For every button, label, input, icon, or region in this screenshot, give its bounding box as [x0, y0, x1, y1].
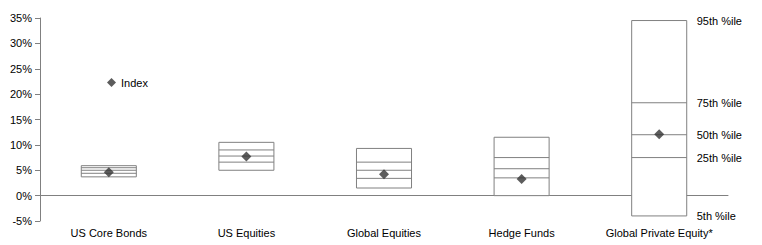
svg-text:0%: 0%	[16, 190, 32, 202]
svg-text:15%: 15%	[10, 114, 32, 126]
svg-text:30%: 30%	[10, 37, 32, 49]
svg-text:-5%: -5%	[12, 215, 32, 227]
svg-text:US Core Bonds: US Core Bonds	[71, 227, 148, 239]
svg-text:Index: Index	[121, 77, 148, 89]
svg-text:5th %ile: 5th %ile	[697, 210, 736, 222]
svg-text:US Equities: US Equities	[218, 227, 276, 239]
svg-text:50th %ile: 50th %ile	[697, 129, 742, 141]
svg-text:25th %ile: 25th %ile	[697, 152, 742, 164]
svg-text:25%: 25%	[10, 63, 32, 75]
svg-text:10%: 10%	[10, 139, 32, 151]
svg-text:5%: 5%	[16, 164, 32, 176]
svg-text:75th %ile: 75th %ile	[697, 97, 742, 109]
svg-text:Hedge Funds: Hedge Funds	[489, 227, 556, 239]
svg-text:Global Equities: Global Equities	[347, 227, 421, 239]
svg-text:20%: 20%	[10, 88, 32, 100]
svg-text:Global Private Equity*: Global Private Equity*	[606, 227, 714, 239]
svg-text:35%: 35%	[10, 12, 32, 24]
svg-text:95th %ile: 95th %ile	[697, 15, 742, 27]
